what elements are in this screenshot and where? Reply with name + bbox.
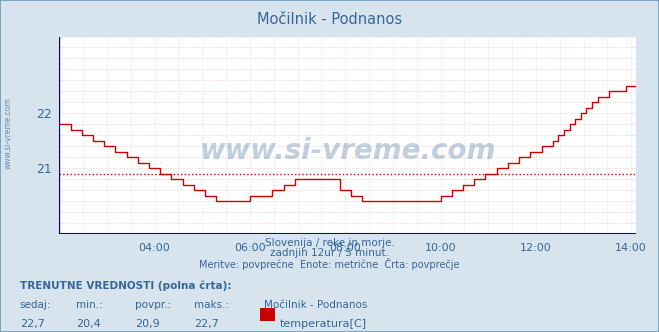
Text: Močilnik - Podnanos: Močilnik - Podnanos (264, 300, 367, 310)
Text: Močilnik - Podnanos: Močilnik - Podnanos (257, 12, 402, 27)
Text: zadnjih 12ur / 5 minut.: zadnjih 12ur / 5 minut. (270, 248, 389, 258)
Text: temperatura[C]: temperatura[C] (280, 319, 367, 329)
Text: TRENUTNE VREDNOSTI (polna črta):: TRENUTNE VREDNOSTI (polna črta): (20, 281, 231, 291)
Text: 22,7: 22,7 (20, 319, 45, 329)
Text: povpr.:: povpr.: (135, 300, 171, 310)
Text: 20,4: 20,4 (76, 319, 101, 329)
Text: www.si-vreme.com: www.si-vreme.com (3, 97, 13, 169)
Text: 22,7: 22,7 (194, 319, 219, 329)
Text: 20,9: 20,9 (135, 319, 160, 329)
Text: Meritve: povprečne  Enote: metrične  Črta: povprečje: Meritve: povprečne Enote: metrične Črta:… (199, 258, 460, 270)
Text: Slovenija / reke in morje.: Slovenija / reke in morje. (264, 238, 395, 248)
Text: min.:: min.: (76, 300, 103, 310)
Text: maks.:: maks.: (194, 300, 229, 310)
Text: www.si-vreme.com: www.si-vreme.com (200, 137, 496, 165)
Text: sedaj:: sedaj: (20, 300, 51, 310)
